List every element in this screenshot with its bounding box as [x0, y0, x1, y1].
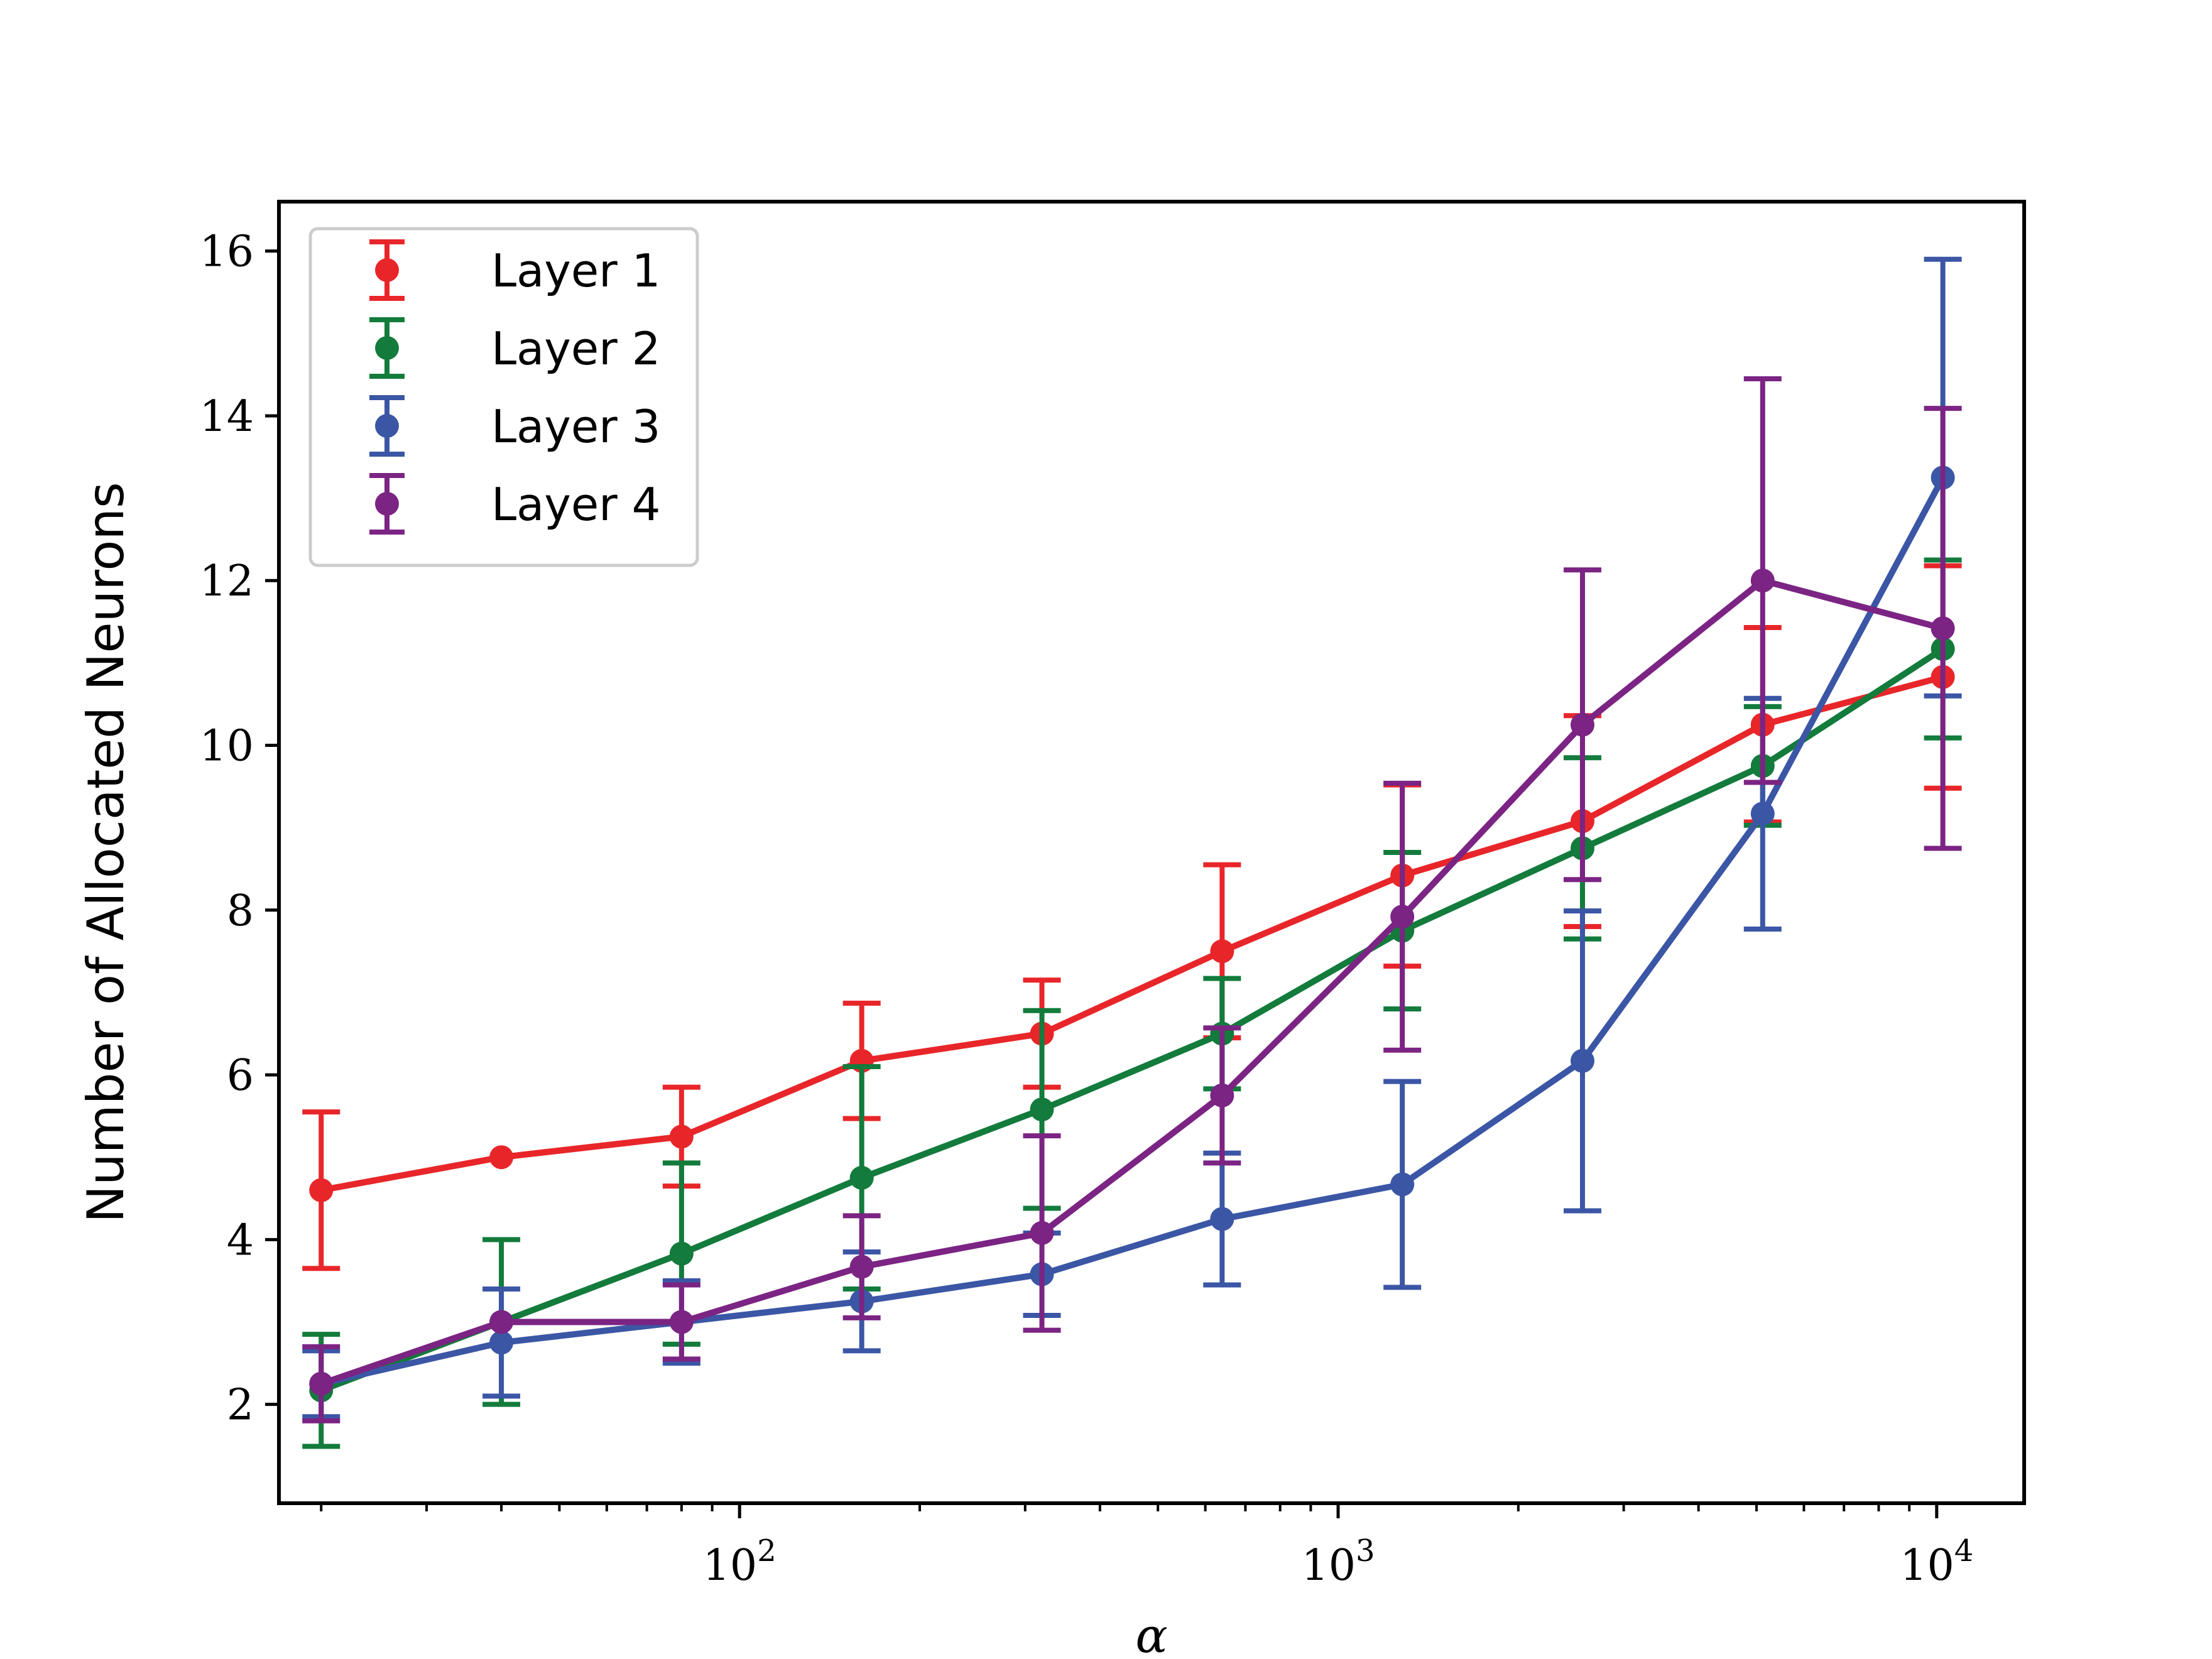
legend-label: Layer 2 [491, 322, 660, 375]
series-line [320, 476, 1946, 1387]
legend-frame [308, 227, 699, 567]
legend-label: Layer 3 [491, 400, 660, 453]
data-point [309, 1371, 334, 1396]
y-tick-label: 4 [227, 1216, 254, 1265]
plot-frame [277, 200, 2026, 1505]
legend-entry: Layer 3 [369, 395, 660, 457]
data-point [1931, 616, 1955, 641]
x-axis-label: α [1135, 1607, 1167, 1659]
y-tick-label: 12 [199, 557, 254, 606]
legend-entry: Layer 1 [369, 239, 660, 301]
legend-label: Layer 4 [491, 478, 660, 531]
series-line [320, 673, 1944, 1194]
legend-label: Layer 1 [491, 244, 660, 297]
data-point [669, 1124, 694, 1149]
legend-entry: Layer 4 [369, 473, 660, 535]
series-line [320, 646, 1945, 1393]
legend-marker-icon [375, 492, 399, 516]
y-tick-label: 2 [227, 1381, 254, 1430]
data-point [1210, 1083, 1234, 1107]
data-point [849, 1166, 874, 1190]
y-tick-label: 6 [227, 1051, 254, 1101]
legend: Layer 1 Layer 2 Layer 3 Layer 4 [308, 227, 699, 567]
x-tick-label-exponent: 2 [757, 1533, 776, 1569]
y-tick-label: 10 [199, 722, 254, 771]
series-4 [302, 376, 1962, 1423]
x-tick-label-exponent: 4 [1954, 1533, 1974, 1569]
x-tick-label-base: 10 [1900, 1541, 1954, 1591]
legend-marker-icon [375, 258, 399, 282]
legend-marker-icon [375, 336, 399, 360]
y-axis-label: Number of Allocated Neurons [77, 482, 135, 1223]
legend-entry: Layer 2 [369, 317, 660, 379]
data-point [489, 1310, 514, 1334]
series-line [320, 577, 1944, 1387]
data-point [1570, 1048, 1594, 1073]
y-tick-label: 14 [199, 392, 254, 442]
data-point [1210, 939, 1234, 964]
data-point [1750, 568, 1775, 593]
x-tick-label: 102 [703, 1533, 776, 1591]
data-point [669, 1310, 694, 1334]
data-point [1390, 1172, 1415, 1197]
x-axis: 102 103 104 [320, 1503, 1973, 1591]
y-axis: 2 4 6 8 10 12 14 16 [199, 227, 279, 1430]
x-tick-label-base: 10 [703, 1541, 758, 1591]
data-point [849, 1254, 874, 1279]
y-tick-label: 8 [227, 886, 254, 936]
x-tick-label: 103 [1301, 1533, 1375, 1591]
data-point [1210, 1207, 1234, 1231]
data-point [1030, 1221, 1054, 1245]
x-tick-label: 104 [1900, 1533, 1973, 1591]
data-point [309, 1178, 334, 1202]
y-tick-label: 16 [199, 227, 254, 277]
x-tick-label-exponent: 3 [1356, 1533, 1375, 1569]
x-tick-label-base: 10 [1301, 1541, 1356, 1591]
data-point [1030, 1097, 1054, 1122]
series-layer [302, 256, 1962, 1449]
data-point [489, 1330, 514, 1355]
data-point [1390, 905, 1415, 929]
data-point [1570, 712, 1594, 737]
data-point [1750, 802, 1775, 826]
data-point [669, 1241, 694, 1266]
data-point [489, 1145, 514, 1170]
legend-marker-icon [375, 414, 399, 438]
